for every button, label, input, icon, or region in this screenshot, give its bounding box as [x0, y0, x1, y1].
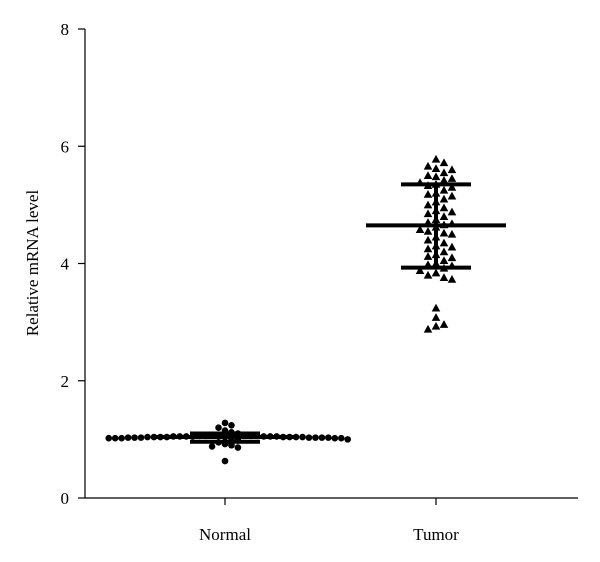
- x-tick-label: Normal: [199, 525, 251, 544]
- data-point: [439, 320, 449, 328]
- data-point: [118, 434, 125, 442]
- data-point: [431, 154, 441, 163]
- y-ticks: 0 2 4 6 8: [61, 20, 85, 508]
- series-normal: [105, 419, 352, 465]
- data-point: [431, 321, 441, 330]
- data-point: [325, 434, 332, 441]
- data-point: [228, 422, 235, 429]
- data-point: [124, 434, 132, 441]
- data-point: [234, 444, 242, 451]
- data-point: [439, 212, 449, 221]
- data-point: [447, 182, 457, 191]
- data-point: [447, 242, 457, 251]
- plot-area: [105, 154, 506, 465]
- x-tick-label: Tumor: [413, 525, 459, 544]
- data-point: [423, 244, 433, 253]
- data-point: [312, 434, 319, 441]
- data-point: [439, 194, 449, 203]
- data-point: [299, 433, 306, 441]
- data-point: [137, 434, 145, 441]
- data-point: [318, 434, 326, 441]
- series-tumor: [366, 154, 506, 333]
- data-point: [447, 165, 457, 174]
- data-point: [105, 434, 113, 442]
- data-point: [447, 174, 457, 182]
- data-point: [131, 434, 138, 441]
- data-point: [423, 190, 433, 198]
- data-point: [337, 434, 345, 442]
- y-tick-label: 4: [61, 255, 70, 274]
- y-axis: 0 2 4 6 8: [61, 20, 86, 508]
- data-point: [439, 203, 449, 212]
- x-axis: Normal Tumor: [85, 497, 578, 544]
- data-point: [447, 207, 457, 216]
- data-point: [431, 172, 441, 181]
- data-point: [221, 419, 229, 427]
- data-point: [305, 434, 313, 441]
- data-point: [221, 457, 229, 465]
- data-point: [423, 226, 433, 235]
- data-point: [111, 434, 119, 442]
- data-point: [447, 191, 457, 200]
- data-point: [208, 443, 216, 450]
- data-point: [439, 158, 449, 167]
- data-point: [431, 268, 441, 277]
- data-point: [423, 171, 433, 180]
- data-point: [423, 252, 433, 260]
- y-axis-title: Relative mRNA level: [23, 190, 42, 337]
- data-point: [423, 200, 433, 209]
- x-ticks: Normal Tumor: [199, 498, 459, 544]
- data-point: [447, 275, 457, 283]
- data-point: [439, 185, 449, 194]
- y-tick-label: 8: [61, 20, 70, 39]
- data-point: [439, 273, 449, 282]
- data-point: [431, 313, 441, 321]
- data-point: [431, 303, 441, 312]
- data-point: [415, 225, 425, 233]
- data-point: [144, 433, 151, 441]
- data-point: [439, 256, 449, 265]
- data-point: [423, 209, 433, 218]
- data-point: [447, 229, 457, 238]
- y-tick-label: 0: [61, 489, 70, 508]
- data-point: [423, 324, 433, 333]
- data-point: [439, 228, 449, 237]
- data-point: [331, 434, 339, 442]
- data-point: [439, 247, 449, 256]
- y-tick-label: 6: [61, 137, 70, 156]
- data-point: [447, 253, 457, 262]
- data-point: [344, 436, 352, 443]
- data-point: [215, 424, 222, 431]
- data-point: [439, 175, 449, 184]
- data-point: [439, 168, 449, 177]
- data-point: [423, 235, 433, 244]
- data-point: [431, 164, 441, 172]
- y-tick-label: 2: [61, 372, 70, 391]
- data-point: [415, 266, 425, 274]
- data-point: [423, 270, 433, 279]
- data-point: [439, 238, 449, 247]
- data-point: [423, 161, 433, 170]
